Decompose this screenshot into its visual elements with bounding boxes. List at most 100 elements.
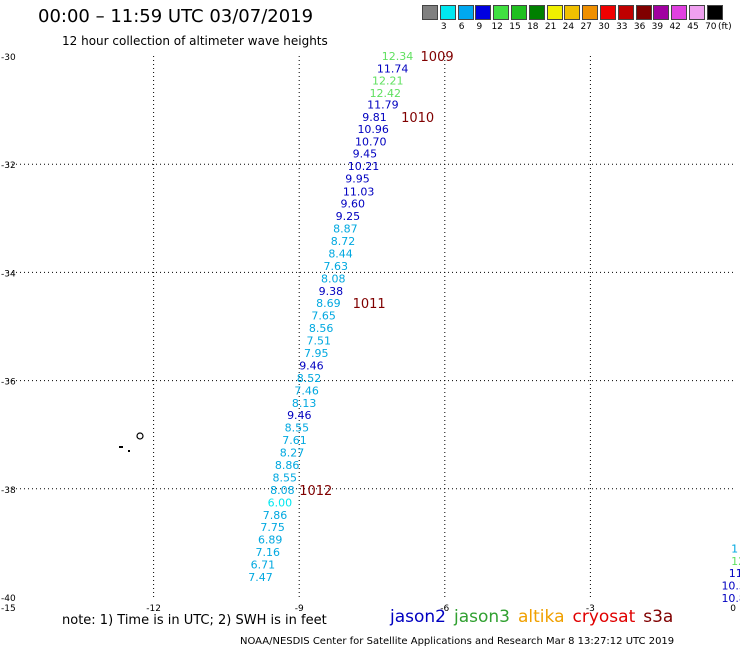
wave-height-label: 7.65 [311,310,336,323]
y-tick-label: -34 [1,269,16,279]
color-scale-label: 36 [633,22,646,32]
wave-height-label: 8.44 [328,247,353,260]
x-tick-label: -12 [146,604,161,614]
wave-height-label: 7.61 [282,434,307,447]
wave-height-label: 7.75 [260,521,285,534]
x-tick-label: -3 [586,604,595,614]
wave-height-label: 10.96 [357,123,389,136]
wave-height-label: 9.46 [287,409,312,422]
wave-height-label: 7.86 [263,509,288,522]
pressure-label: 1012 [299,484,332,499]
color-scale-label: 30 [598,22,610,32]
y-tick-label: -36 [1,378,16,388]
island-marker [136,432,144,440]
wave-height-label: 10.21 [348,160,380,173]
axis-ticks: -30-32-34-36-38-40-15 -12 -9 -6 -3 0 [1,53,736,614]
x-tick-label: -6 [440,604,449,614]
color-scale-swatch [475,5,492,20]
wave-height-label: 9.45 [353,147,378,160]
page-subtitle: 12 hour collection of altimeter wave hei… [62,34,328,48]
wave-height-label: 9.60 [340,198,365,211]
color-scale-swatch [493,5,510,20]
wave-height-label: 9.38 [319,285,344,298]
wave-height-label: 8.52 [297,372,322,385]
island-markers [119,432,144,452]
pressure-label: 1011 [353,297,386,312]
color-scale-swatch [528,5,545,20]
wave-height-label: 10.83 [721,592,740,605]
wave-height-label: 12 [731,555,740,568]
wave-height-label: 8.69 [316,297,341,310]
color-scale-swatch [653,5,670,20]
wave-height-label: 8.72 [331,235,356,248]
y-tick-label: -30 [1,53,16,63]
map-grid [8,56,736,597]
legend-note: note: 1) Time is in UTC; 2) SWH is in fe… [62,613,327,628]
pressure-label: 1010 [401,111,434,126]
wave-height-label: 11.1 [729,567,740,580]
color-scale-swatch [422,5,438,20]
wave-height-label: 11.03 [343,185,375,198]
wave-height-labels: 12.3411.7412.2112.4211.799.8110.9610.709… [248,50,740,605]
color-scale-label: 3 [440,22,447,32]
x-tick-label: 0 [730,604,736,614]
wave-height-label: 7.63 [323,260,348,273]
color-scale-swatch [457,5,474,20]
wave-height-label: 8.86 [275,459,300,472]
wave-height-label: 8.55 [273,471,298,484]
color-scale-label: 33 [616,22,628,32]
wave-height-label: 1 [731,542,738,555]
x-tick-label: -9 [295,604,304,614]
x-tick-label: -15 [1,604,16,614]
y-tick-label: -32 [1,161,16,171]
color-scale-swatch [706,5,723,20]
color-scale-label: 18 [527,22,539,32]
wave-height-label: 12.42 [370,87,402,100]
legend-jason3: jason3 [454,607,510,627]
wave-height-label: 10.70 [355,135,387,148]
wave-height-label: 8.27 [280,447,305,460]
color-scale-swatch [511,5,527,20]
color-scale-swatch [689,5,705,20]
footer-credit: NOAA/NESDIS Center for Satellite Applica… [240,636,675,647]
wave-height-label: 12.21 [372,74,404,87]
color-scale-unit: (ft) [718,22,732,32]
color-scale-label: 12 [491,22,503,32]
page-title: 00:00 – 11:59 UTC 03/07/2019 [38,6,314,27]
color-scale-label: 9 [476,22,483,32]
y-tick-label: -38 [1,486,16,496]
color-scale-label: 42 [669,22,681,32]
color-scale-label: 15 [509,22,521,32]
color-scale-swatch [546,5,563,20]
pressure-labels: 1009 1010 1011 1012 [299,50,453,499]
wave-height-label: 8.56 [309,322,334,335]
wave-height-label: 8.55 [285,422,310,435]
wave-height-label: 6.00 [268,496,293,509]
island-marker [128,450,130,452]
color-scale-label: 6 [458,22,465,32]
legend-altika: altika [518,607,565,627]
legend-cryosat: cryosat [572,607,636,627]
wave-height-label: 12.34 [382,50,414,63]
color-scale-swatch [439,5,456,20]
color-scale-label: 39 [651,22,664,32]
legend-s3a: s3a [643,607,674,627]
wave-height-label: 9.81 [362,111,387,124]
wave-height-label: 7.16 [256,546,281,559]
wave-height-label: 9.46 [299,359,324,372]
satellite-legend: jason2 jason3 altika cryosat s3a [390,607,681,627]
wave-height-label: 6.71 [251,559,276,572]
color-scale-label: 24 [562,22,575,32]
color-scale-swatch [671,5,688,20]
wave-height-label: 8.87 [333,223,358,236]
wave-height-label: 8.08 [270,484,295,497]
color-scale-swatch [617,5,634,20]
y-tick-label: -40 [1,594,16,604]
color-scale-swatch [600,5,616,20]
color-scale-label: 27 [580,22,592,32]
wave-height-label: 6.89 [258,534,283,547]
color-scale-swatch [564,5,581,20]
wave-height-label: 9.95 [345,172,370,185]
wave-height-label: 8.08 [321,272,346,285]
